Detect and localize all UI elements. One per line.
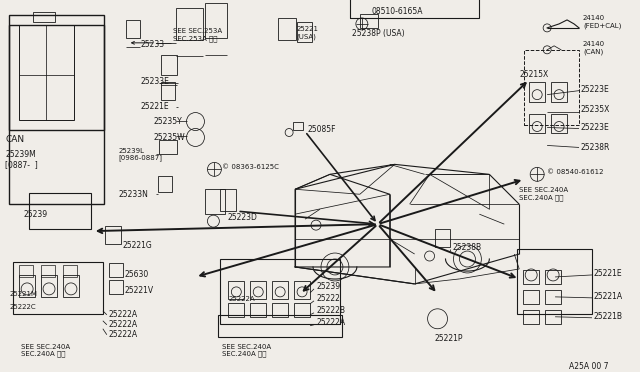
- Bar: [360, 14, 378, 28]
- Bar: [545, 290, 561, 304]
- Text: 25222A: 25222A: [109, 320, 138, 329]
- Bar: [13, 262, 103, 314]
- Text: 25239M
[0887-  ]: 25239M [0887- ]: [5, 150, 38, 169]
- Bar: [524, 50, 579, 125]
- Bar: [524, 290, 539, 304]
- Text: 25223D: 25223D: [227, 213, 257, 222]
- Text: 25239L
[0986-0887]: 25239L [0986-0887]: [119, 148, 163, 161]
- Bar: [517, 249, 592, 314]
- Bar: [545, 310, 561, 324]
- Bar: [551, 82, 567, 102]
- Text: 25222A: 25222A: [109, 310, 138, 319]
- Bar: [293, 122, 303, 129]
- Bar: [109, 263, 123, 277]
- Bar: [250, 281, 266, 299]
- Bar: [220, 259, 340, 324]
- Text: 25221E: 25221E: [594, 269, 623, 279]
- Text: 25223E: 25223E: [581, 85, 610, 94]
- Bar: [228, 281, 244, 299]
- Bar: [529, 113, 545, 134]
- Bar: [161, 55, 177, 75]
- Bar: [297, 22, 312, 42]
- Text: 24140
(CAN): 24140 (CAN): [583, 41, 605, 55]
- Text: CAN: CAN: [5, 135, 24, 144]
- Bar: [19, 25, 74, 119]
- Text: 25221M: 25221M: [9, 291, 37, 297]
- Bar: [272, 281, 288, 299]
- Bar: [278, 18, 296, 40]
- Text: 25222B: 25222B: [316, 306, 345, 315]
- Text: 25221P: 25221P: [435, 334, 463, 343]
- Bar: [9, 15, 104, 129]
- Bar: [205, 3, 227, 38]
- Bar: [29, 193, 91, 229]
- Text: 25222: 25222: [316, 294, 340, 303]
- Bar: [551, 113, 567, 134]
- Text: A25A 00 7: A25A 00 7: [569, 362, 609, 371]
- Bar: [272, 303, 288, 317]
- Bar: [524, 270, 539, 284]
- Text: 25221
(USA): 25221 (USA): [296, 26, 318, 40]
- Text: 25222A: 25222A: [228, 296, 255, 302]
- Bar: [435, 229, 451, 247]
- Text: 25238P (USA): 25238P (USA): [352, 29, 404, 38]
- Text: 25239: 25239: [23, 210, 47, 219]
- Text: 25221A: 25221A: [594, 292, 623, 301]
- Text: 25239: 25239: [316, 282, 340, 291]
- Text: 25222C: 25222C: [9, 304, 36, 310]
- Bar: [125, 20, 140, 38]
- Bar: [228, 303, 244, 317]
- Bar: [157, 176, 172, 192]
- Text: 25222A: 25222A: [316, 318, 345, 327]
- Text: SEE SEC.240A
SEC.240A 参照: SEE SEC.240A SEC.240A 参照: [519, 187, 568, 201]
- Bar: [161, 82, 175, 100]
- Bar: [205, 189, 225, 214]
- Text: 25221E: 25221E: [141, 102, 170, 111]
- Text: 25085F: 25085F: [307, 125, 335, 134]
- Text: 25235W: 25235W: [154, 133, 185, 142]
- Bar: [63, 265, 77, 277]
- Text: 25630: 25630: [125, 270, 149, 279]
- Text: 25238R: 25238R: [581, 143, 611, 152]
- Text: 25222A: 25222A: [109, 330, 138, 339]
- Bar: [41, 275, 57, 297]
- Text: 25215X: 25215X: [519, 70, 548, 79]
- Text: 24140
(FED+CAL): 24140 (FED+CAL): [583, 15, 621, 29]
- Bar: [109, 280, 123, 294]
- Bar: [250, 303, 266, 317]
- Bar: [545, 270, 561, 284]
- Bar: [529, 82, 545, 102]
- Bar: [220, 189, 236, 211]
- Bar: [175, 8, 204, 40]
- Text: 25233: 25233: [141, 40, 165, 49]
- Bar: [218, 315, 342, 337]
- Bar: [350, 0, 479, 18]
- Text: © 08363-6125C: © 08363-6125C: [222, 164, 279, 170]
- Text: 25223E: 25223E: [581, 123, 610, 132]
- Text: SEE SEC.240A
SEC.240A 参照: SEE SEC.240A SEC.240A 参照: [222, 344, 271, 357]
- Text: © 08540-61612: © 08540-61612: [547, 169, 604, 175]
- Bar: [294, 281, 310, 299]
- Bar: [159, 141, 177, 154]
- Bar: [19, 265, 33, 277]
- Bar: [33, 12, 55, 22]
- Bar: [524, 310, 539, 324]
- Text: 25221V: 25221V: [125, 286, 154, 295]
- Text: 25221G: 25221G: [123, 241, 152, 250]
- Bar: [294, 303, 310, 317]
- Bar: [41, 265, 55, 277]
- Bar: [9, 25, 104, 204]
- Text: 25233E: 25233E: [141, 77, 170, 86]
- Bar: [19, 275, 35, 297]
- Text: SEE SEC.240A
SEC.240A 参照: SEE SEC.240A SEC.240A 参照: [21, 344, 70, 357]
- Text: 25238B: 25238B: [452, 243, 482, 251]
- Text: 25233N: 25233N: [119, 190, 148, 199]
- Bar: [105, 226, 121, 244]
- Bar: [63, 275, 79, 297]
- Text: 25235X: 25235X: [581, 105, 611, 114]
- Text: 25235Y: 25235Y: [154, 117, 182, 126]
- Text: 25221B: 25221B: [594, 312, 623, 321]
- Text: SEE SEC.253A
SEC.253A 参照: SEE SEC.253A SEC.253A 参照: [173, 28, 221, 42]
- Text: 08510-6165A: 08510-6165A: [372, 7, 423, 16]
